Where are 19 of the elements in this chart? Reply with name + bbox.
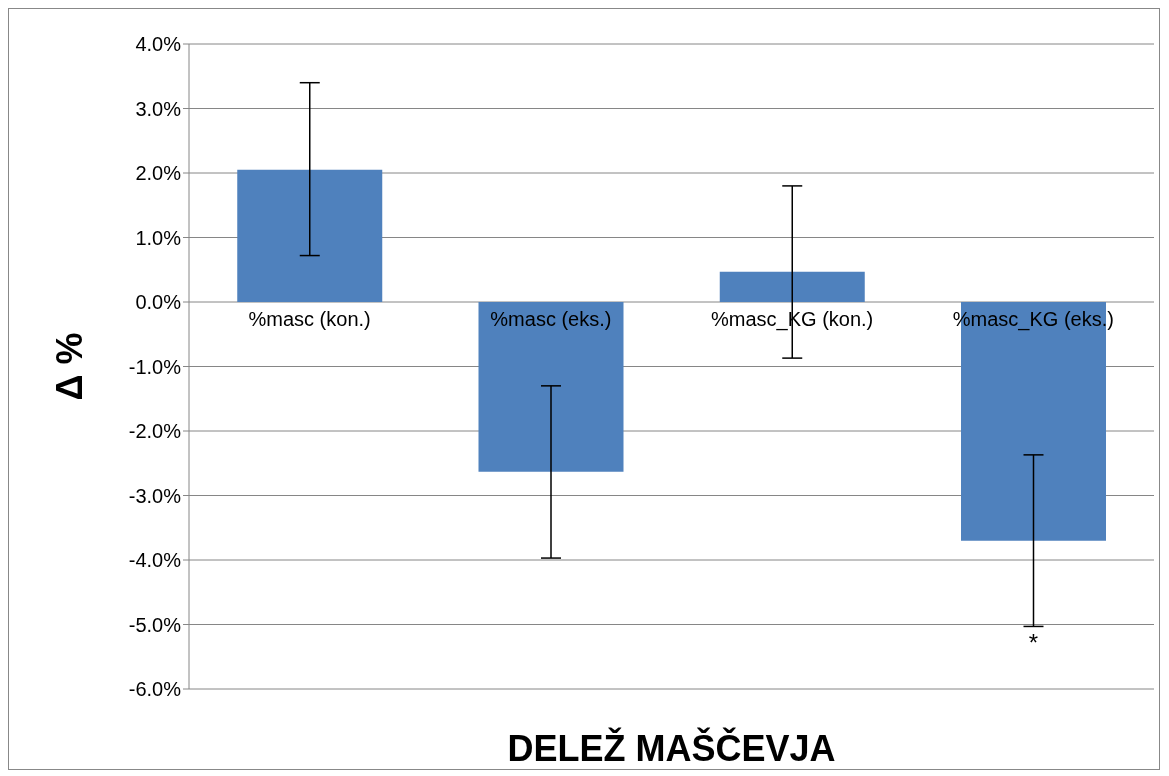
y-tick-label: 4.0% — [135, 33, 182, 56]
x-tick-label: %masc (eks.) — [490, 308, 612, 330]
annotation: * — [1028, 629, 1039, 657]
x-axis-title: DELEŽ MAŠČEVJA — [507, 727, 836, 769]
bar — [237, 169, 383, 302]
y-tick-label: -1.0% — [128, 355, 182, 378]
y-tick-label: 1.0% — [135, 226, 182, 249]
y-tick-label: 2.0% — [135, 162, 182, 185]
y-tick-label: 3.0% — [135, 97, 182, 120]
y-tick-label: -4.0% — [128, 549, 182, 572]
bar — [478, 302, 624, 472]
y-tick-label: 0.0% — [135, 291, 182, 314]
y-tick-label: -6.0% — [128, 678, 182, 701]
y-tick-label: -3.0% — [128, 484, 182, 507]
bar — [719, 271, 865, 302]
y-tick-label: -5.0% — [128, 613, 182, 636]
x-tick-label: %masc (kon.) — [248, 308, 371, 330]
y-axis-title: Δ % — [48, 332, 90, 401]
y-tick-label: -2.0% — [128, 420, 182, 443]
